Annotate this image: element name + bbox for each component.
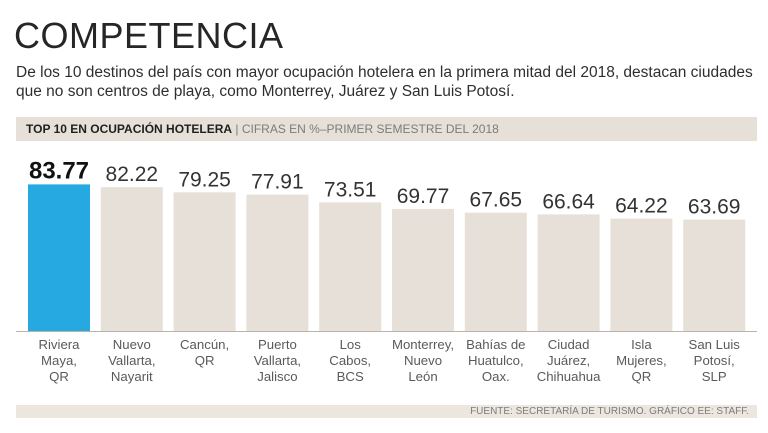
bar-7 — [464, 212, 527, 331]
category-label-1: Riviera Maya, QR — [38, 337, 80, 384]
bar-value-label-1: 83.77 — [29, 157, 89, 184]
footer-band: FUENTE: SECRETARÍA DE TURISMO. GRÁFICO E… — [16, 405, 757, 418]
category-label-2: Nuevo Vallarta, Nayarit — [108, 337, 155, 384]
category-label-9: Isla Mujeres, QR — [616, 337, 667, 384]
category-label-7: Bahías de Huatulco, Oax. — [466, 337, 525, 384]
bar-6 — [392, 208, 454, 331]
source-note: FUENTE: SECRETARÍA DE TURISMO. GRÁFICO E… — [470, 406, 749, 417]
bar-4 — [246, 194, 309, 331]
bar-value-label-7: 67.65 — [470, 189, 523, 212]
bar-value-label-4: 77.91 — [251, 171, 304, 194]
page-subtitle: De los 10 destinos del país con mayor oc… — [16, 64, 753, 100]
bar-value-label-2: 82.22 — [106, 163, 159, 186]
bar-1 — [28, 184, 90, 331]
bar-value-label-6: 69.77 — [397, 185, 450, 208]
chart-header-text: TOP 10 EN OCUPACIÓN HOTELERA | CIFRAS EN… — [26, 122, 499, 136]
bar-value-label-3: 79.25 — [178, 168, 231, 191]
bar-10 — [683, 219, 746, 331]
bar-8 — [537, 214, 600, 331]
bar-value-label-9: 64.22 — [615, 195, 668, 218]
bar-3 — [173, 192, 236, 331]
category-label-4: Puerto Vallarta, Jalisco — [254, 337, 301, 384]
category-label-6: Monterrey, Nuevo León — [392, 337, 454, 384]
chart-title: TOP 10 EN OCUPACIÓN HOTELERA — [26, 122, 233, 136]
category-label-5: Los Cabos, BCS — [329, 337, 371, 384]
chart-subtitle: | CIFRAS EN %–PRIMER SEMESTRE DEL 2018 — [232, 122, 499, 136]
page-title: COMPETENCIA — [14, 15, 284, 56]
chart-header-band: TOP 10 EN OCUPACIÓN HOTELERA | CIFRAS EN… — [16, 117, 757, 141]
category-label-3: Cancún, QR — [180, 337, 229, 368]
category-label-8: Ciudad Juárez, Chihuahua — [537, 337, 601, 384]
bar-value-label-8: 66.64 — [542, 190, 595, 213]
bar-5 — [319, 202, 382, 331]
bar-9 — [610, 218, 673, 331]
bar-2 — [100, 187, 163, 331]
bar-value-label-10: 63.69 — [688, 196, 741, 219]
category-label-10: San Luis Potosí, SLP — [689, 337, 741, 384]
bar-value-label-5: 73.51 — [324, 178, 377, 201]
